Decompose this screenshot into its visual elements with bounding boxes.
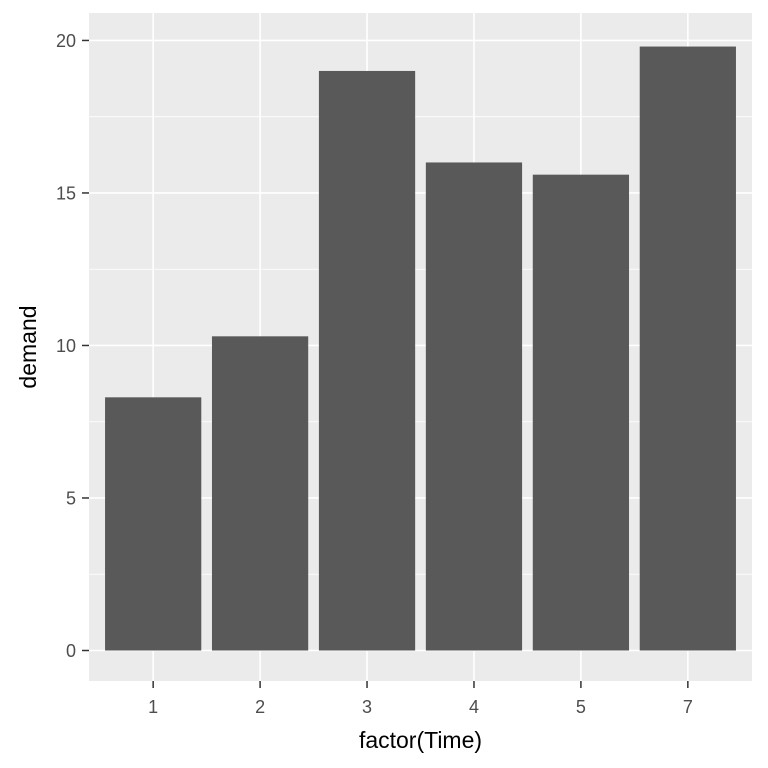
x-tick-label: 5 (576, 697, 586, 717)
y-tick-label: 20 (56, 31, 76, 51)
y-tick-label: 0 (66, 641, 76, 661)
bar (639, 46, 736, 651)
y-tick-label: 5 (66, 488, 76, 508)
bar (318, 70, 416, 651)
bar (105, 397, 202, 651)
y-tick-label: 10 (56, 336, 76, 356)
y-tick-label: 15 (56, 183, 76, 203)
bars (105, 46, 736, 651)
bar (532, 174, 630, 651)
x-axis-title: factor(Time) (359, 727, 482, 753)
y-axis-ticks: 0 5 10 15 20 (56, 31, 89, 661)
x-tick-label: 3 (362, 697, 372, 717)
x-tick-label: 1 (148, 697, 158, 717)
y-axis-title: demand (15, 305, 41, 388)
x-tick-label: 2 (255, 697, 265, 717)
x-tick-label: 4 (469, 697, 479, 717)
x-axis-ticks: 1 2 3 4 5 7 (148, 681, 693, 717)
bar (211, 336, 309, 651)
bar (425, 162, 523, 651)
x-tick-label: 7 (683, 697, 693, 717)
